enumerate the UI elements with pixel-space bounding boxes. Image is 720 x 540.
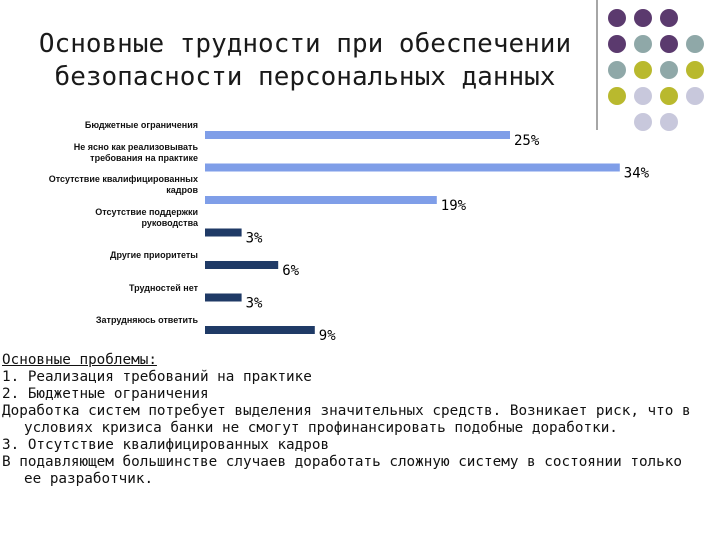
value-label: 25%: [514, 133, 540, 149]
bar: [205, 163, 620, 172]
notes-heading: Основные проблемы:: [2, 352, 157, 368]
bar: [205, 261, 279, 269]
notes-item: 1. Реализация требований на практике: [2, 369, 312, 385]
value-label: 6%: [282, 263, 299, 279]
notes: Основные проблемы: 1. Реализация требова…: [2, 352, 702, 488]
notes-item: 2. Бюджетные ограничения: [2, 386, 209, 402]
value-label: 9%: [319, 328, 336, 344]
category-label: Отсутствие поддержки руководства: [95, 206, 198, 228]
bar: [205, 196, 437, 204]
slide-title: Основные трудности при обеспечении безоп…: [38, 29, 572, 92]
bar: [205, 228, 242, 237]
category-label: Затрудняюсь ответить: [95, 315, 198, 325]
category-label: Не ясно как реализовывать требования на …: [73, 141, 198, 163]
category-label: Отсутствие квалифицированных кадров: [48, 174, 198, 195]
value-label: 19%: [441, 198, 467, 214]
notes-item: 3. Отсутствие квалифицированных кадров: [2, 437, 330, 453]
category-label: Бюджетные ограничения: [84, 120, 198, 130]
notes-item: Доработка систем потребует выделения зна…: [2, 403, 691, 436]
category-label: Трудностей нет: [128, 282, 198, 293]
notes-item: В подавляющем большинстве случаев дорабо…: [2, 454, 682, 487]
bar: [205, 131, 510, 139]
value-label: 3%: [246, 296, 263, 312]
bar: [205, 326, 315, 334]
chart: 25% 34% 19% 3% 6% 3% 9%: [205, 0, 704, 344]
value-label: 34%: [624, 166, 650, 182]
bar: [205, 293, 242, 302]
value-label: 3%: [246, 231, 263, 247]
decor-dots: [608, 9, 704, 131]
category-label: Другие приоритеты: [110, 250, 198, 260]
